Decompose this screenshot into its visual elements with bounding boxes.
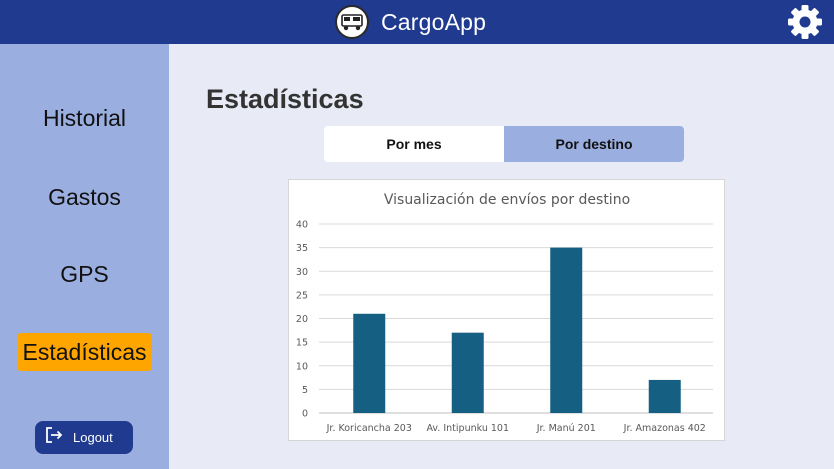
y-tick-label: 40 xyxy=(296,220,308,231)
chart-container: Visualización de envíos por destino 0 5 10… xyxy=(288,179,725,441)
bar xyxy=(451,332,484,413)
y-tick-label: 10 xyxy=(296,361,308,372)
logout-label: Logout xyxy=(73,430,113,445)
bar-chart: Visualización de envíos por destino 0 5 10… xyxy=(296,192,713,434)
x-category-label: Jr. Manú 201 xyxy=(536,423,596,434)
logout-button[interactable]: Logout xyxy=(35,421,133,454)
top-bar: CargoApp xyxy=(0,0,834,44)
page-title: Estadísticas xyxy=(206,84,364,114)
gear-icon[interactable] xyxy=(786,3,824,41)
tab-por-mes[interactable]: Por mes xyxy=(324,126,504,162)
app-title: CargoApp xyxy=(381,8,487,35)
y-tick-label: 30 xyxy=(296,267,308,278)
y-tick-label: 15 xyxy=(296,338,308,349)
bar xyxy=(648,379,681,413)
y-tick-label: 35 xyxy=(296,243,308,254)
bar xyxy=(550,247,583,413)
x-category-label: Av. Intipunku 101 xyxy=(426,423,509,434)
brand: CargoApp xyxy=(335,5,486,39)
y-tick-label: 5 xyxy=(302,385,308,396)
truck-icon xyxy=(335,5,369,39)
sidebar-item-gastos[interactable]: Gastos xyxy=(48,184,121,210)
sidebar-item-gps[interactable]: GPS xyxy=(60,261,109,287)
bar xyxy=(353,313,386,413)
sidebar-item-estadisticas[interactable]: Estadísticas xyxy=(17,333,152,371)
y-tick-label: 25 xyxy=(296,290,308,301)
tab-por-destino[interactable]: Por destino xyxy=(504,126,684,162)
x-category-label: Jr. Amazonas 402 xyxy=(623,423,706,434)
logout-icon xyxy=(45,426,63,449)
sidebar: Historial Gastos GPS Estadísticas xyxy=(0,44,169,469)
chart-title: Visualización de envíos por destino xyxy=(384,192,630,208)
y-tick-label: 0 xyxy=(302,409,308,420)
x-category-label: Jr. Koricancha 203 xyxy=(326,423,412,434)
sidebar-item-historial[interactable]: Historial xyxy=(42,105,127,131)
y-tick-label: 20 xyxy=(296,314,308,325)
